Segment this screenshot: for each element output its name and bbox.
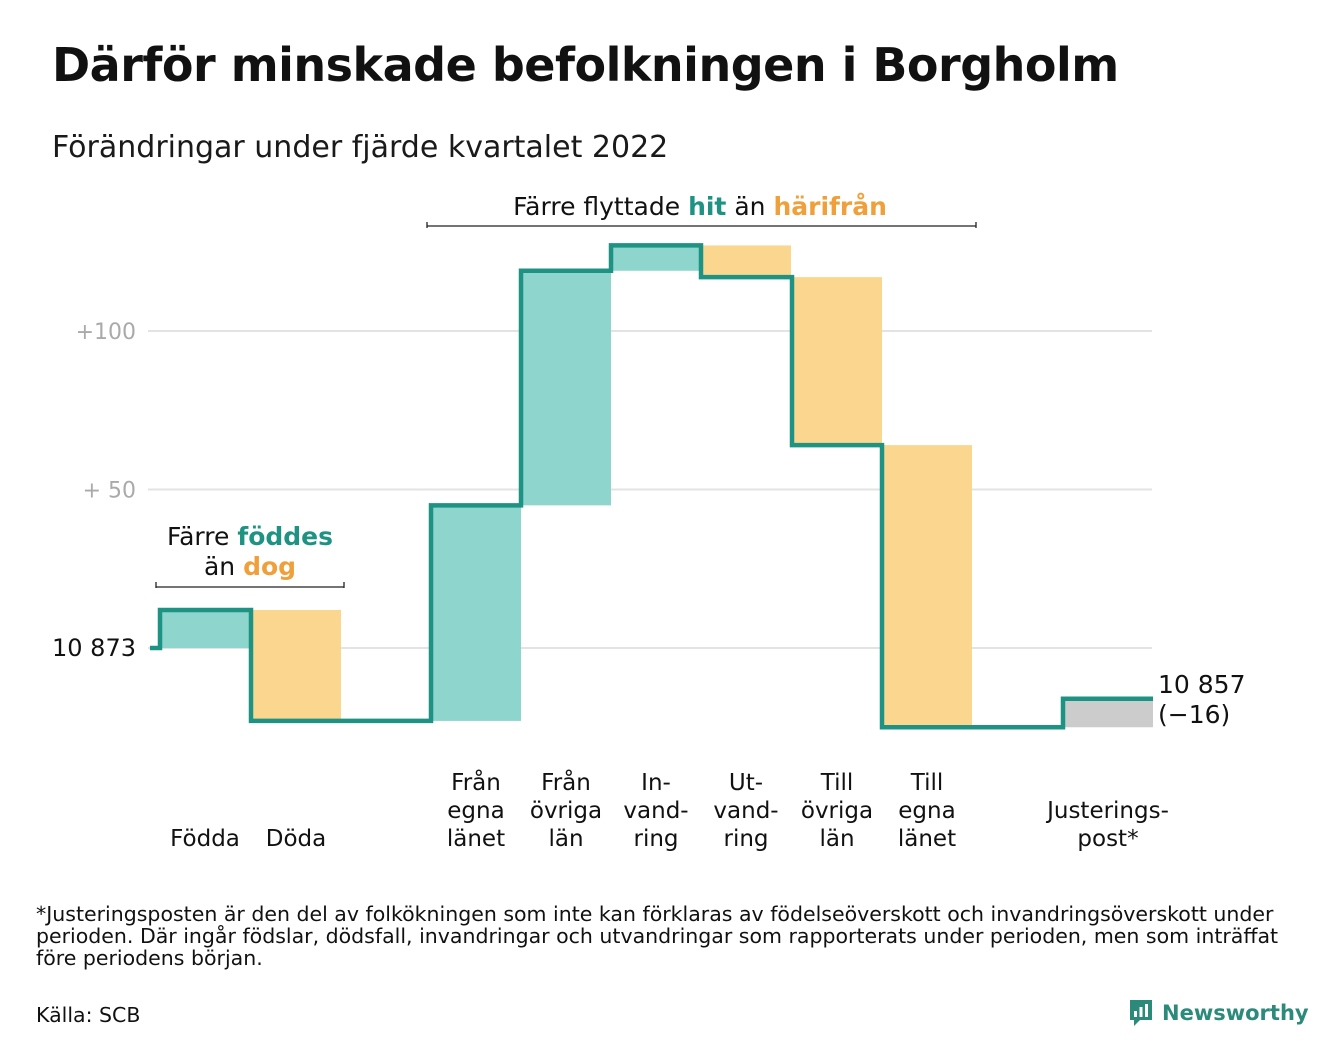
bars: [160, 245, 1153, 728]
chart-subtitle: Förändringar under fjärde kvartalet 2022: [52, 130, 669, 165]
annotation-migration: Färre flyttade hit än härifrån: [513, 192, 887, 221]
annotation-births-part-0-1: föddes: [237, 522, 333, 551]
x-tick-label-5-line-1: vand-: [713, 798, 778, 824]
x-tick-label-3: Från övriga län: [530, 768, 602, 852]
x-tick-label-7-line-1: egna: [898, 798, 955, 824]
x-tick-label-2-line-0: Från: [451, 768, 501, 796]
annotation-births: Färre föddes än dog: [167, 522, 333, 581]
x-tick-label-7: Till egna länet: [898, 770, 956, 852]
step-line: [150, 243, 1153, 730]
end-value-label-line-0: 10 857: [1158, 670, 1245, 699]
annotation-migration-bracket: [426, 222, 977, 228]
x-tick-label-4-line-2: ring: [633, 826, 678, 852]
x-tick-label-7-line-0: Till: [910, 770, 944, 796]
bar-2: [431, 505, 521, 721]
x-tick-label-4-line-1: vand-: [623, 798, 688, 824]
x-tick-label-2-line-1: egna: [447, 798, 504, 824]
x-tick-label-3-line-0: Från: [541, 768, 591, 796]
annotation-births-part-0-0: Färre: [167, 522, 237, 551]
annotation-migration-part-2: än: [726, 192, 773, 221]
x-tick-label-4-line-0: In-: [641, 770, 671, 796]
bar-1: [251, 609, 341, 721]
x-tick-label-6: Till övriga län: [801, 770, 873, 852]
x-tick-label-0: Födda: [170, 826, 240, 852]
annotation-births-part-1-1: dog: [243, 552, 296, 581]
y-tick-label-2: +100: [76, 320, 136, 345]
x-tick-label-4: In-vand-ring: [623, 770, 688, 852]
bar-7: [882, 445, 972, 728]
x-tick-label-1: Döda: [266, 826, 326, 852]
x-tick-label-2-line-2: länet: [447, 826, 505, 852]
x-tick-label-6-line-2: län: [819, 826, 854, 852]
chart-title: Därför minskade befolkningen i Borgholm: [52, 38, 1119, 92]
x-tick-label-5: Ut-vand-ring: [713, 770, 778, 852]
bar-4: [611, 245, 701, 271]
annotation-migration-part-0: Färre flyttade: [513, 192, 688, 221]
bar-3: [521, 270, 611, 506]
x-tick-label-6-line-1: övriga: [801, 798, 873, 824]
bar-5: [701, 245, 791, 278]
x-tick-label-6-line-0: Till: [820, 770, 854, 796]
y-tick-label-1: + 50: [83, 479, 136, 504]
x-tick-label-8: Justerings-post*: [1045, 798, 1169, 852]
x-tick-label-3-line-2: län: [548, 826, 583, 852]
annotation-births-part-1-0: än: [204, 552, 243, 581]
cumulative-step-line: [150, 243, 1153, 730]
y-axis: 10 873 + 50 +100: [52, 320, 136, 662]
x-tick-label-5-line-2: ring: [723, 826, 768, 852]
footnote: *Justeringsposten är den del av folkökni…: [36, 902, 1279, 970]
annotation-births-bracket: [155, 582, 345, 588]
x-tick-label-7-line-2: länet: [898, 826, 956, 852]
end-label: 10 857 (−16): [1158, 670, 1245, 729]
x-tick-label-2: Från egna länet: [447, 768, 505, 852]
end-value-label-line-1: (−16): [1158, 700, 1230, 729]
source: Källa: SCB: [36, 1003, 141, 1027]
x-tick-label-8-line-1: post*: [1077, 826, 1138, 852]
x-tick-label-5-line-0: Ut-: [729, 770, 763, 796]
brand-logo: Newsworthy: [1128, 998, 1309, 1028]
bar-chart-icon: [1130, 1000, 1152, 1026]
annotation-migration-part-3: härifrån: [773, 192, 886, 221]
x-tick-label-0-line-0: Födda: [170, 826, 240, 852]
annotation-migration-part-1: hit: [688, 192, 726, 221]
x-tick-label-1-line-0: Döda: [266, 826, 326, 852]
grid-lines: [148, 330, 1152, 649]
y-tick-label-0: 10 873: [52, 634, 136, 662]
x-tick-label-3-line-1: övriga: [530, 798, 602, 824]
x-tick-label-8-line-0: Justerings-: [1045, 798, 1169, 824]
bar-6: [792, 277, 882, 446]
end-value-label: 10 857 (−16): [1158, 670, 1245, 729]
bar-8: [1063, 698, 1153, 728]
brand-name: Newsworthy: [1162, 1001, 1309, 1025]
bar-0: [160, 609, 250, 648]
